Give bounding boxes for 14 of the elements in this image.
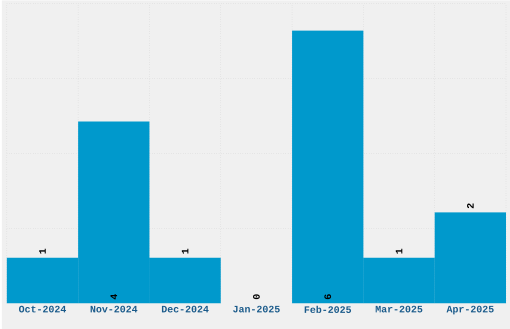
x-tick-label: Dec-2024	[162, 306, 209, 312]
data-label: 4	[110, 294, 118, 300]
x-tick-label: Mar-2025	[376, 306, 422, 312]
data-label: 1	[182, 248, 188, 254]
data-label: 6	[324, 294, 332, 300]
data-label: 1	[396, 248, 402, 254]
data-label: 1	[39, 248, 46, 254]
x-tick-label: Apr-2025	[446, 306, 494, 314]
x-tick-label: Nov-2024	[90, 306, 138, 312]
data-label: 0	[253, 294, 260, 300]
data-label: 2	[467, 203, 474, 208]
x-tick-label: Jan-2025	[233, 306, 280, 312]
x-tick-label: Feb-2025	[304, 306, 352, 313]
x-tick-label: Oct-2024	[18, 306, 66, 312]
